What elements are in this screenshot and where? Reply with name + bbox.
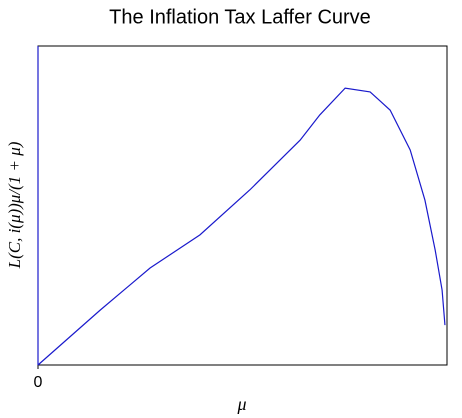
y-axis-label: L(C, i(μ))μ/(1 + μ) xyxy=(5,141,24,269)
x-axis-label: μ xyxy=(236,394,246,414)
x-tick-label: 0 xyxy=(34,374,43,391)
plot-frame xyxy=(37,45,448,366)
chart-title: The Inflation Tax Laffer Curve xyxy=(109,6,371,28)
line-series xyxy=(37,87,446,366)
